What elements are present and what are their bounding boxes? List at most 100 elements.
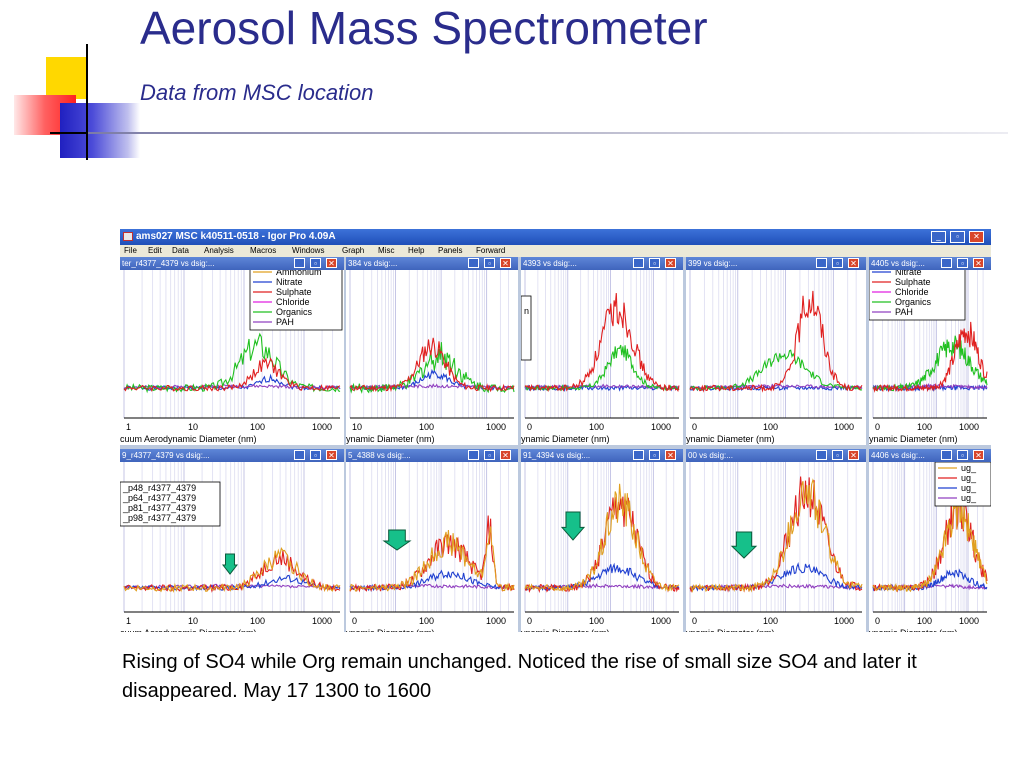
organics-curve (123, 332, 341, 394)
panel-maximize-button[interactable]: ▫ (310, 450, 321, 460)
panel-minimize-button[interactable]: _ (468, 450, 479, 460)
panel-close-button[interactable]: ✕ (848, 258, 859, 268)
panel-close-button[interactable]: ✕ (848, 450, 859, 460)
panel-maximize-button[interactable]: ▫ (484, 258, 495, 268)
igor-window-title: ams027 MSC k40511-0518 - Igor Pro 4.09A (136, 231, 336, 242)
x-tick-label: 1000 (312, 616, 332, 626)
igor-title-bar: ams027 MSC k40511-0518 - Igor Pro 4.09A … (120, 229, 991, 245)
panel-close-button[interactable]: ✕ (326, 450, 337, 460)
x-axis-label: cuum Aerodynamic Diameter (nm) (120, 434, 257, 444)
menu-analysis[interactable]: Analysis (204, 246, 234, 255)
menu-data[interactable]: Data (172, 246, 189, 255)
menu-misc[interactable]: Misc (378, 246, 395, 255)
size-distribution-plot: 0 100 1000 ynamic Diameter (nm) n (521, 270, 680, 444)
panel-close-button[interactable]: ✕ (326, 258, 337, 268)
graph-panel-title-bar[interactable]: ter_r4377_4379 vs dsig:... _ ▫ ✕ (120, 257, 344, 270)
logo-horizontal-line (50, 132, 110, 134)
graph-panel-title: ter_r4377_4379 vs dsig:... (122, 259, 215, 268)
panel-close-button[interactable]: ✕ (973, 450, 984, 460)
legend-entry: PAH (895, 307, 913, 317)
x-tick-label: 0 (352, 616, 357, 626)
legend-entry: Organics (895, 297, 932, 307)
sulphate-curve (872, 321, 988, 393)
x-tick-label: 0 (875, 422, 880, 432)
graph-panel-title-bar[interactable]: 91_4394 vs dsig:... _ ▫ ✕ (521, 449, 683, 462)
graph-panel-title: 4393 vs dsig:... (523, 259, 577, 268)
graph-panel-title-bar[interactable]: 00 vs dsig:... _ ▫ ✕ (686, 449, 866, 462)
close-button[interactable]: ✕ (969, 231, 984, 243)
graph-panel[interactable]: 4405 vs dsig:... _ ▫ ✕ 0 100 1000 ynamic Diamet… (869, 257, 991, 445)
panel-minimize-button[interactable]: _ (816, 258, 827, 268)
panel-maximize-button[interactable]: ▫ (957, 450, 968, 460)
panel-minimize-button[interactable]: _ (941, 258, 952, 268)
slide-subtitle: Data from MSC location (140, 80, 374, 105)
x-axis-label: ynamic Diameter (nm) (869, 628, 958, 632)
panel-close-button[interactable]: ✕ (500, 450, 511, 460)
legend-entry: Chloride (276, 297, 310, 307)
panel-maximize-button[interactable]: ▫ (957, 258, 968, 268)
x-tick-label: 1000 (312, 422, 332, 432)
x-axis-label: ynamic Diameter (nm) (521, 628, 610, 632)
graph-panel[interactable]: 9_r4377_4379 vs dsig:... _ ▫ ✕ 1 10 100 1000 cuu… (120, 449, 344, 632)
x-tick-label: 10 (188, 616, 198, 626)
legend-entry: Nitrate (895, 270, 922, 277)
panel-maximize-button[interactable]: ▫ (484, 450, 495, 460)
menu-macros[interactable]: Macros (250, 246, 277, 255)
minimize-button[interactable]: _ (931, 231, 946, 243)
panel-close-button[interactable]: ✕ (665, 258, 676, 268)
panel-minimize-button[interactable]: _ (941, 450, 952, 460)
graph-panel-title-bar[interactable]: 5_4388 vs dsig:... _ ▫ ✕ (346, 449, 518, 462)
panel-close-button[interactable]: ✕ (973, 258, 984, 268)
graph-panel-title-bar[interactable]: 399 vs dsig:... _ ▫ ✕ (686, 257, 866, 270)
panel-maximize-button[interactable]: ▫ (832, 450, 843, 460)
graph-panel-title-bar[interactable]: 384 vs dsig:... _ ▫ ✕ (346, 257, 518, 270)
sulphate-curve (349, 337, 515, 393)
menu-graph[interactable]: Graph (342, 246, 365, 255)
panel-maximize-button[interactable]: ▫ (310, 258, 321, 268)
graph-panel[interactable]: 384 vs dsig:... _ ▫ ✕ 10 100 1000 ynamic Diamet… (346, 257, 518, 445)
panel-minimize-button[interactable]: _ (294, 450, 305, 460)
organics-curve (349, 342, 515, 394)
graph-panel[interactable]: 399 vs dsig:... _ ▫ ✕ 0 100 1000 ynamic Diamete… (686, 257, 866, 445)
graph-panel-title-bar[interactable]: 4393 vs dsig:... _ ▫ ✕ (521, 257, 683, 270)
menu-forward[interactable]: Forward (476, 246, 506, 255)
panel-minimize-button[interactable]: _ (468, 258, 479, 268)
panel-minimize-button[interactable]: _ (633, 258, 644, 268)
runs-legend (120, 481, 221, 527)
ammonium-curve (349, 526, 515, 593)
sulphate-curve (689, 290, 863, 393)
panel-close-button[interactable]: ✕ (500, 258, 511, 268)
graph-panel[interactable]: 4393 vs dsig:... _ ▫ ✕ 0 100 1000 ynamic Diamet… (521, 257, 683, 445)
pah-curve (123, 383, 341, 390)
panel-minimize-button[interactable]: _ (294, 258, 305, 268)
x-axis-label: ynamic Diameter (nm) (686, 628, 775, 632)
panel-maximize-button[interactable]: ▫ (649, 450, 660, 460)
size-distribution-plot: 0 100 1000 ynamic Diameter (nm) (346, 462, 515, 632)
graph-panel-title-bar[interactable]: 4405 vs dsig:... _ ▫ ✕ (869, 257, 991, 270)
graph-panel[interactable]: 00 vs dsig:... _ ▫ ✕ 0 100 1000 ynamic Diameter… (686, 449, 866, 632)
menu-help[interactable]: Help (408, 246, 425, 255)
graph-panel-title-bar[interactable]: 4406 vs dsig:... _ ▫ ✕ (869, 449, 991, 462)
maximize-button[interactable]: ▫ (950, 231, 965, 243)
menu-panels[interactable]: Panels (438, 246, 463, 255)
organics-curve (524, 344, 680, 392)
graph-panel[interactable]: 91_4394 vs dsig:... _ ▫ ✕ 0 100 1000 ynamic Dia… (521, 449, 683, 632)
legend-entry: ug_ (961, 493, 977, 503)
menu-edit[interactable]: Edit (148, 246, 162, 255)
panel-maximize-button[interactable]: ▫ (649, 258, 660, 268)
panel-minimize-button[interactable]: _ (816, 450, 827, 460)
x-tick-label: 100 (419, 422, 434, 432)
panel-minimize-button[interactable]: _ (633, 450, 644, 460)
panel-close-button[interactable]: ✕ (665, 450, 676, 460)
graph-panel[interactable]: ter_r4377_4379 vs dsig:... _ ▫ ✕ 1 10 100 1000 c… (120, 257, 344, 445)
x-tick-label: 1000 (834, 616, 854, 626)
x-tick-label: 100 (763, 616, 778, 626)
panel-maximize-button[interactable]: ▫ (832, 258, 843, 268)
menu-file[interactable]: File (124, 246, 137, 255)
graph-panel-title-bar[interactable]: 9_r4377_4379 vs dsig:... _ ▫ ✕ (120, 449, 344, 462)
graph-panel[interactable]: 5_4388 vs dsig:... _ ▫ ✕ 0 100 1000 ynamic Diam… (346, 449, 518, 632)
menu-windows[interactable]: Windows (292, 246, 325, 255)
down-arrow-icon (382, 529, 412, 551)
